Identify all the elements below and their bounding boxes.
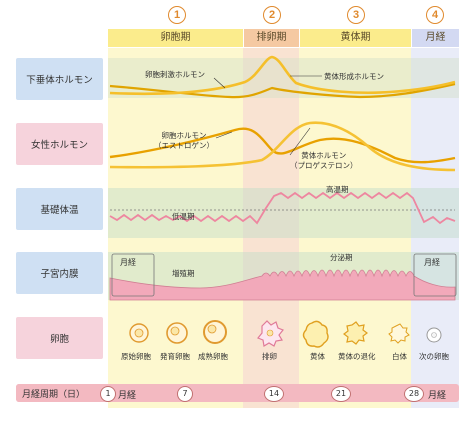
phase-number-3: 3	[347, 6, 365, 24]
day-21: 21	[331, 386, 351, 402]
mature-follicle-icon	[203, 320, 227, 344]
phase-number-1: 1	[168, 6, 186, 24]
primordial-follicle-icon	[129, 323, 149, 343]
ovulation-icon	[257, 320, 284, 347]
secretory-label: 分泌期	[330, 253, 353, 262]
follicle-stage-ovulation: 排卵	[262, 352, 277, 361]
lh-label: 黄体形成ホルモン	[324, 72, 384, 81]
cycle-menses-right: 月経	[428, 391, 447, 401]
phase-header-luteal: 黄体期	[300, 29, 411, 47]
menses-label-left: 月経	[120, 258, 136, 267]
low-temp-label: 低温期	[172, 212, 195, 221]
follicle-stage-growing: 発育卵胞	[160, 352, 190, 361]
next-follicle-icon	[426, 327, 442, 343]
cycle-label-box	[16, 384, 103, 402]
cycle-menses-left: 月経	[118, 391, 137, 401]
row-label-follicle: 卵胞	[16, 317, 103, 359]
fsh-curve	[109, 82, 456, 99]
follicle-stage-mature: 成熟卵胞	[198, 352, 228, 361]
lh-curve	[109, 55, 456, 96]
phase-header-menses: 月経	[412, 29, 459, 47]
menses-box-right	[413, 253, 457, 297]
day-7: 7	[177, 386, 193, 402]
fsh-label: 卵胞刺激ホルモン	[145, 70, 205, 79]
cycle-label: 月経周期（日）	[22, 390, 86, 400]
ovulation-phase-band	[243, 48, 299, 408]
basal-temp-line	[109, 191, 456, 225]
follicle-stage-albicans: 白体	[392, 352, 407, 361]
proliferative-label: 増殖期	[172, 269, 195, 278]
follicle-stage-next: 次の卵胞	[419, 352, 449, 361]
phase-number-4: 4	[426, 6, 444, 24]
estrogen-curve	[109, 127, 456, 164]
menses-box-left	[111, 253, 155, 297]
endometrium-shape	[109, 269, 456, 301]
day-1: 1	[100, 386, 116, 402]
phase-header-follicular: 卵胞期	[108, 29, 243, 47]
follicular-phase-band	[108, 48, 243, 408]
estrogen-label: 卵胞ホルモン （エストロゲン）	[154, 131, 214, 151]
follicle-stage-corpus-luteum: 黄体	[310, 352, 325, 361]
regressing-corpus-luteum-icon	[343, 321, 368, 345]
progesterone-label: 黄体ホルモン （プロゲステロン）	[290, 151, 358, 171]
progesterone-label-text: 黄体ホルモン （プロゲステロン）	[290, 151, 358, 170]
corpus-luteum-icon	[302, 320, 329, 348]
day-14: 14	[264, 386, 284, 402]
follicle-stage-primordial: 原始卵胞	[121, 352, 151, 361]
row-label-pituitary: 下垂体ホルモン	[16, 58, 103, 100]
basal-temp-row-panel	[108, 188, 459, 238]
corpus-albicans-icon	[388, 323, 410, 344]
menses-label-right: 月経	[424, 258, 440, 267]
growing-follicle-icon	[166, 322, 188, 344]
phase-header-ovulation: 排卵期	[244, 29, 299, 47]
day-28: 28	[404, 386, 424, 402]
row-label-female-hormones: 女性ホルモン	[16, 123, 103, 165]
estrogen-label-text: 卵胞ホルモン （エストロゲン）	[154, 131, 214, 150]
progesterone-curve	[109, 121, 456, 172]
phase-number-2: 2	[263, 6, 281, 24]
follicle-stage-regressing: 黄体の退化	[338, 352, 376, 361]
luteal-phase-band	[299, 48, 411, 408]
row-label-basal-temp: 基礎体温	[16, 188, 103, 230]
high-temp-label: 高温期	[326, 185, 349, 194]
row-label-endometrium: 子宮内膜	[16, 252, 103, 294]
menses-phase-band	[411, 48, 459, 408]
